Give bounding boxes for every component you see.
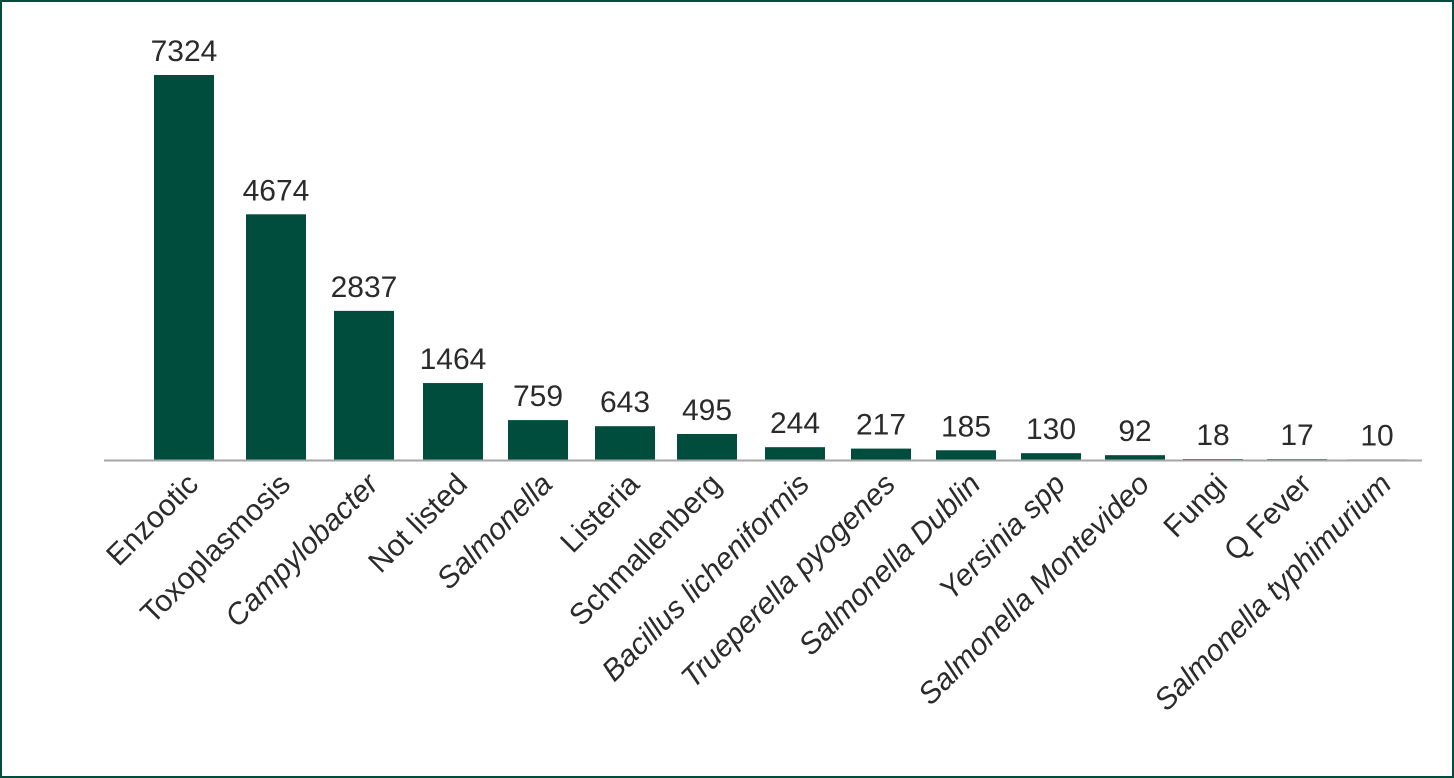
value-labels-group: 7324 4674 2837 1464 759 643 495 244 217 185 130 92 1… — [151, 35, 1394, 452]
value-label-13: 18 — [1196, 419, 1229, 452]
value-label-4: 1464 — [420, 343, 487, 376]
bars-group — [154, 75, 1407, 460]
bar-2 — [246, 214, 306, 460]
value-label-12: 92 — [1118, 415, 1151, 448]
value-label-6: 643 — [600, 386, 650, 419]
bar-12 — [1105, 455, 1165, 460]
bar-7 — [677, 433, 737, 460]
bar-6 — [595, 426, 655, 460]
value-label-1: 7324 — [151, 35, 218, 68]
value-label-3: 2837 — [331, 271, 398, 304]
bar-3 — [334, 310, 394, 460]
value-label-8: 244 — [770, 407, 820, 440]
value-label-5: 759 — [513, 380, 563, 413]
bar-10 — [936, 450, 996, 460]
bar-9 — [851, 448, 911, 460]
value-label-14: 17 — [1280, 419, 1313, 452]
bar-4 — [423, 383, 483, 460]
value-label-2: 4674 — [243, 174, 310, 207]
value-label-9: 217 — [856, 409, 906, 442]
value-label-15: 10 — [1360, 419, 1393, 452]
value-label-11: 130 — [1026, 413, 1076, 446]
bar-8 — [765, 447, 825, 460]
bar-1 — [154, 75, 214, 460]
category-label-7: Schmallenberg — [563, 468, 728, 633]
category-label-3: Campylobacter — [219, 467, 386, 634]
category-label-13: Fungi — [1158, 468, 1234, 544]
bar-5 — [508, 420, 568, 460]
value-label-7: 495 — [682, 394, 732, 427]
value-label-10: 185 — [941, 410, 991, 443]
bar-11 — [1021, 453, 1081, 460]
